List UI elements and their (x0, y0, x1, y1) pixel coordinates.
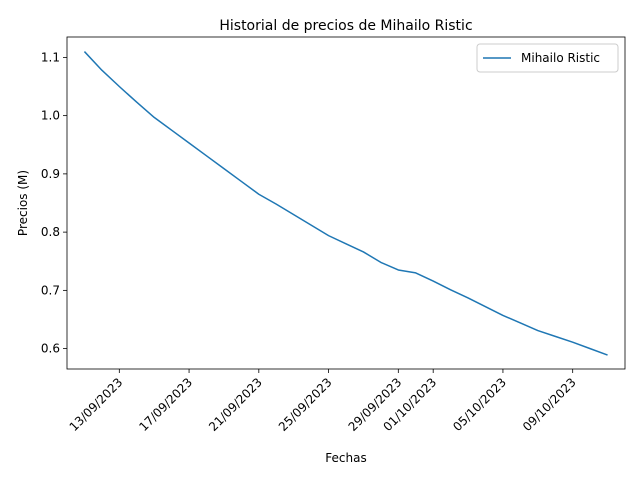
plot-frame (66, 36, 626, 370)
legend-box (476, 43, 619, 73)
x-tick-label: 17/09/2023 (136, 375, 195, 434)
y-tick-label: 0.8 (41, 225, 60, 239)
chart-title: Historial de precios de Mihailo Ristic (219, 18, 472, 34)
x-tick-label: 21/09/2023 (206, 375, 265, 434)
x-axis-label: Fechas (325, 451, 366, 465)
y-tick-label: 0.9 (41, 167, 60, 181)
legend: Mihailo Ristic (476, 43, 619, 73)
x-tick-label: 09/10/2023 (520, 375, 579, 434)
plot-area (66, 36, 626, 370)
x-tick-label: 25/09/2023 (276, 375, 335, 434)
y-tick-label: 0.7 (41, 283, 60, 297)
x-axis: 13/09/2023 17/09/2023 21/09/2023 25/09/2023… (67, 369, 579, 434)
y-axis: 0.6 0.7 0.8 0.9 1.0 1.1 (41, 50, 67, 356)
y-axis-label: Precios (M) (16, 170, 30, 236)
legend-entry: Mihailo Ristic (521, 51, 600, 65)
y-tick-label: 0.6 (41, 342, 60, 356)
series-line-mihailo-ristic (83, 51, 608, 356)
y-tick-label: 1.0 (41, 109, 60, 123)
x-tick-label: 13/09/2023 (67, 375, 126, 434)
x-tick-label: 05/10/2023 (450, 375, 509, 434)
y-tick-label: 1.1 (41, 50, 60, 64)
